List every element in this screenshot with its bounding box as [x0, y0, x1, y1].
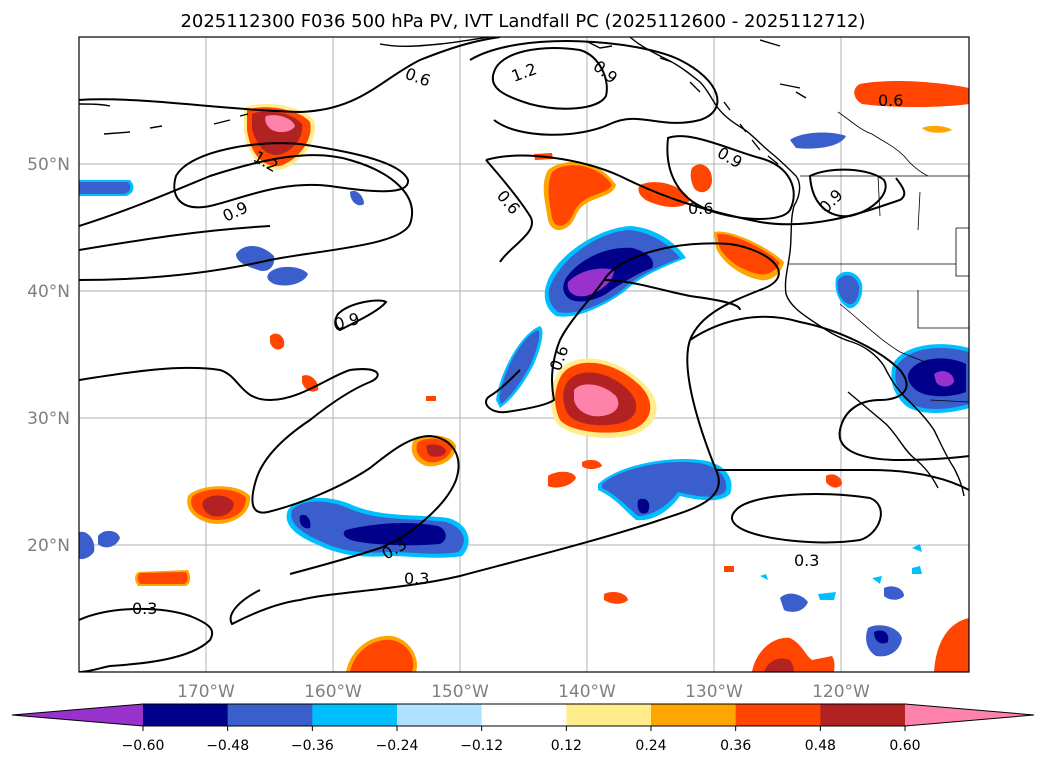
- pv-negative-anomalies: [79, 132, 969, 657]
- colorbar-extend-max: [905, 704, 1034, 726]
- map-frame: [78, 36, 970, 673]
- figure-title: 2025112300 F036 500 hPa PV, IVT Landfall…: [180, 11, 865, 32]
- colorbar-tick-label: 0.36: [720, 738, 751, 754]
- colorbar-tick-label: −0.24: [376, 738, 419, 754]
- lon-tick-label: 170°W: [177, 682, 235, 702]
- colorbar-segment: [312, 704, 398, 726]
- lon-tick-label: 130°W: [685, 682, 743, 702]
- coastlines: [79, 37, 965, 497]
- pv-contours: [79, 37, 969, 672]
- lat-tick-labels: 50°N 40°N 30°N 20°N: [27, 155, 70, 556]
- political-borders: [788, 111, 969, 403]
- colorbar-tick-label: −0.12: [460, 738, 503, 754]
- colorbar-tick-label: −0.48: [206, 738, 249, 754]
- lon-tick-label: 120°W: [812, 682, 870, 702]
- colorbar-segment: [820, 704, 906, 726]
- lat-tick-label: 50°N: [27, 155, 70, 175]
- colorbar-segment: [227, 704, 313, 726]
- colorbar-tick-label: −0.60: [122, 738, 165, 754]
- colorbar-segment: [651, 704, 737, 726]
- lon-tick-labels: 170°W 160°W 150°W 140°W 130°W 120°W: [177, 682, 870, 702]
- colorbar-tick-label: 0.60: [889, 738, 920, 754]
- map-panel: 0.6 1.2 0.9 1.2 0.9 0.9 0.6 0.6 0.9 0.6 …: [79, 37, 969, 672]
- colorbar-tick-label: −0.36: [291, 738, 334, 754]
- colorbar-segment: [481, 704, 567, 726]
- colorbar-tick-label: 0.24: [635, 738, 666, 754]
- lon-tick-label: 150°W: [431, 682, 489, 702]
- contour-label: 0.6: [688, 199, 713, 218]
- pv-positive-anomalies: [135, 81, 969, 672]
- contour-label: 0.3: [132, 599, 157, 618]
- colorbar: −0.60 −0.48 −0.36 −0.24 −0.12 0.12 0.24 0.36 0.4…: [11, 703, 1035, 754]
- colorbar-tick-label: 0.12: [551, 738, 582, 754]
- colorbar-extend-min: [12, 704, 143, 726]
- lat-tick-label: 30°N: [27, 409, 70, 429]
- contour-label: 0.3: [404, 569, 429, 588]
- lat-tick-label: 20°N: [27, 536, 70, 556]
- colorbar-segment: [143, 704, 229, 726]
- contour-label: 0.3: [794, 551, 819, 570]
- colorbar-segment: [566, 704, 652, 726]
- colorbar-segment: [397, 704, 483, 726]
- lon-tick-label: 160°W: [304, 682, 362, 702]
- colorbar-segment: [735, 704, 821, 726]
- colorbar-tick-label: 0.48: [805, 738, 836, 754]
- gridlines: [79, 37, 969, 672]
- contour-label: 0.6: [878, 91, 903, 110]
- lat-tick-label: 40°N: [27, 282, 70, 302]
- lon-tick-label: 140°W: [558, 682, 616, 702]
